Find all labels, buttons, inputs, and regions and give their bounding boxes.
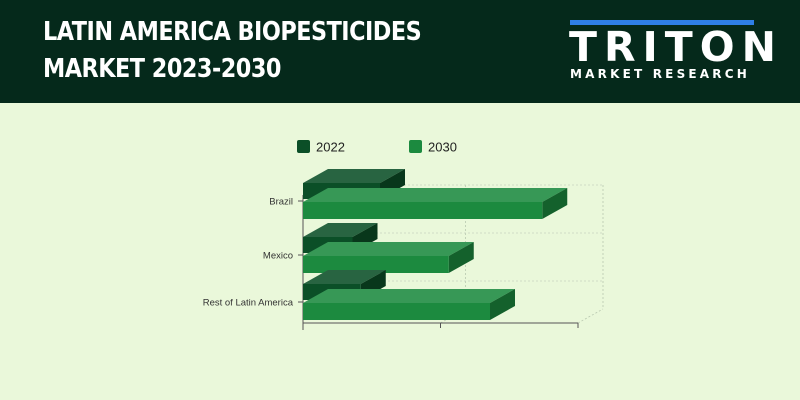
legend-swatch-2030 — [409, 140, 422, 153]
logo-accent-bar — [570, 20, 754, 25]
page-title: LATIN AMERICA BIOPESTICIDES MARKET 2023-… — [43, 14, 447, 88]
bar-chart: 2022 2030 Brazil Mexico Rest of Latin Americ… — [203, 140, 604, 330]
bar-top-2030-brazil — [303, 188, 568, 202]
bar-side-2030-rest-of-latin-america — [490, 289, 515, 320]
category-label: Rest of Latin America — [203, 298, 294, 309]
title-line-2: MARKET 2023-2030 — [43, 54, 281, 84]
triton-logo: TRITON MARKET RESEARCH — [560, 14, 776, 86]
bar-top-2030-rest-of-latin-america — [303, 289, 515, 303]
bar-2030-rest-of-latin-america — [303, 303, 490, 320]
legend-swatch-2022 — [297, 140, 310, 153]
logo-subtitle: MARKET RESEARCH — [570, 67, 750, 81]
gridline-floor-0 — [440, 308, 466, 324]
bar-side-2030-brazil — [542, 188, 568, 219]
bar-top-2030-mexico — [303, 242, 474, 256]
logo-wordmark: TRITON — [569, 23, 783, 71]
header-banner: LATIN AMERICA BIOPESTICIDES MARKET 2023-… — [0, 0, 800, 103]
category-label: Mexico — [263, 251, 293, 262]
bar-top-2022-mexico — [303, 223, 378, 237]
bar-2030-mexico — [303, 256, 449, 273]
bar-2030-brazil — [303, 202, 543, 219]
bar-side-2030-mexico — [448, 242, 474, 273]
bar-top-2022-rest-of-latin-america — [303, 270, 386, 284]
legend-label-2030: 2030 — [428, 140, 457, 155]
gridline-floor-1 — [577, 308, 604, 324]
title-line-1: LATIN AMERICA BIOPESTICIDES — [43, 17, 422, 47]
category-label: Brazil — [269, 197, 293, 208]
bar-top-2022-brazil — [303, 169, 405, 183]
legend-label-2022: 2022 — [316, 140, 345, 155]
